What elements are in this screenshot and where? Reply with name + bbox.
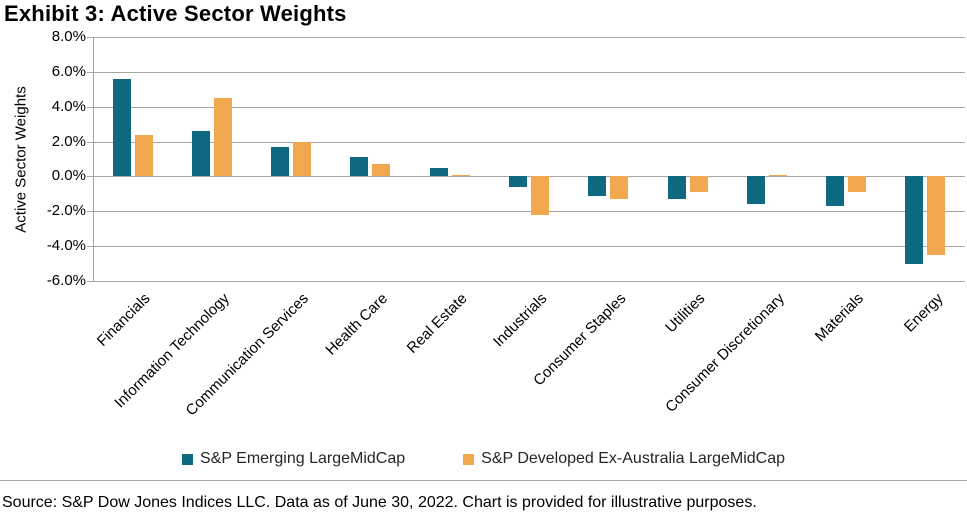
gridline xyxy=(93,106,965,108)
bar-emerging xyxy=(746,176,765,205)
y-tick-label: 8.0% xyxy=(51,28,86,45)
y-tick-mark xyxy=(87,37,93,38)
y-tick-label: 4.0% xyxy=(51,97,86,115)
gridline xyxy=(93,37,965,38)
category-label: Energy xyxy=(900,290,947,336)
bar-emerging xyxy=(350,157,369,177)
legend-swatch-icon xyxy=(181,453,193,465)
category-label: Financials xyxy=(93,290,154,350)
bar-developed xyxy=(689,176,708,193)
legend-swatch-icon xyxy=(463,453,475,465)
bar-developed xyxy=(451,174,470,177)
y-tick-mark xyxy=(87,176,93,178)
legend-item-developed: S&P Developed Ex-Australia LargeMidCap xyxy=(463,450,785,468)
bar-developed xyxy=(848,176,867,193)
bar-developed xyxy=(293,141,312,177)
bar-emerging xyxy=(826,176,845,207)
y-tick-label: 6.0% xyxy=(51,62,86,80)
bar-emerging xyxy=(271,146,290,177)
y-tick-mark xyxy=(87,211,93,213)
category-label: Materials xyxy=(812,290,868,346)
bar-developed xyxy=(610,176,629,200)
bar-developed xyxy=(768,174,787,177)
y-tick-label: 0.0% xyxy=(51,167,86,185)
bar-emerging xyxy=(429,167,448,177)
y-tick-mark xyxy=(87,141,93,143)
y-tick-label: -2.0% xyxy=(46,202,86,220)
y-tick-mark xyxy=(87,106,93,108)
y-tick-label: -6.0% xyxy=(46,272,86,289)
legend-item-emerging: S&P Emerging LargeMidCap xyxy=(181,450,406,468)
gridline xyxy=(93,71,965,73)
y-axis-title: Active Sector Weights xyxy=(12,86,30,233)
category-label: Real Estate xyxy=(403,290,471,357)
bar-developed xyxy=(372,164,391,177)
source-note: Source: S&P Dow Jones Indices LLC. Data … xyxy=(2,494,757,511)
legend-label: S&P Emerging LargeMidCap xyxy=(199,450,406,467)
legend: S&P Emerging LargeMidCap S&P Developed Ex… xyxy=(0,450,967,468)
bar-emerging xyxy=(667,176,686,200)
gridline xyxy=(93,246,965,248)
gridline xyxy=(93,141,965,143)
y-tick-mark xyxy=(87,71,93,73)
bar-developed xyxy=(213,98,232,177)
divider-line xyxy=(0,480,967,481)
bar-developed xyxy=(927,176,946,255)
bar-emerging xyxy=(509,176,527,187)
y-tick-mark xyxy=(87,281,93,282)
gridline xyxy=(93,211,965,213)
bar-developed xyxy=(531,176,549,215)
category-label: Health Care xyxy=(322,290,392,359)
y-tick-label: 2.0% xyxy=(51,132,86,150)
category-label: Industrials xyxy=(489,290,551,351)
bar-emerging xyxy=(112,78,131,177)
bar-emerging xyxy=(191,131,210,177)
y-tick-mark xyxy=(87,246,93,248)
y-tick-label: -4.0% xyxy=(46,237,86,255)
category-label: Utilities xyxy=(662,290,709,337)
y-axis-line xyxy=(93,37,94,281)
bar-developed xyxy=(134,134,153,177)
chart-title: Exhibit 3: Active Sector Weights xyxy=(4,1,347,26)
bar-emerging xyxy=(588,176,607,196)
bar-emerging xyxy=(905,176,924,264)
gridline xyxy=(93,176,965,178)
gridline xyxy=(93,281,965,282)
legend-label: S&P Developed Ex-Australia LargeMidCap xyxy=(481,450,786,467)
